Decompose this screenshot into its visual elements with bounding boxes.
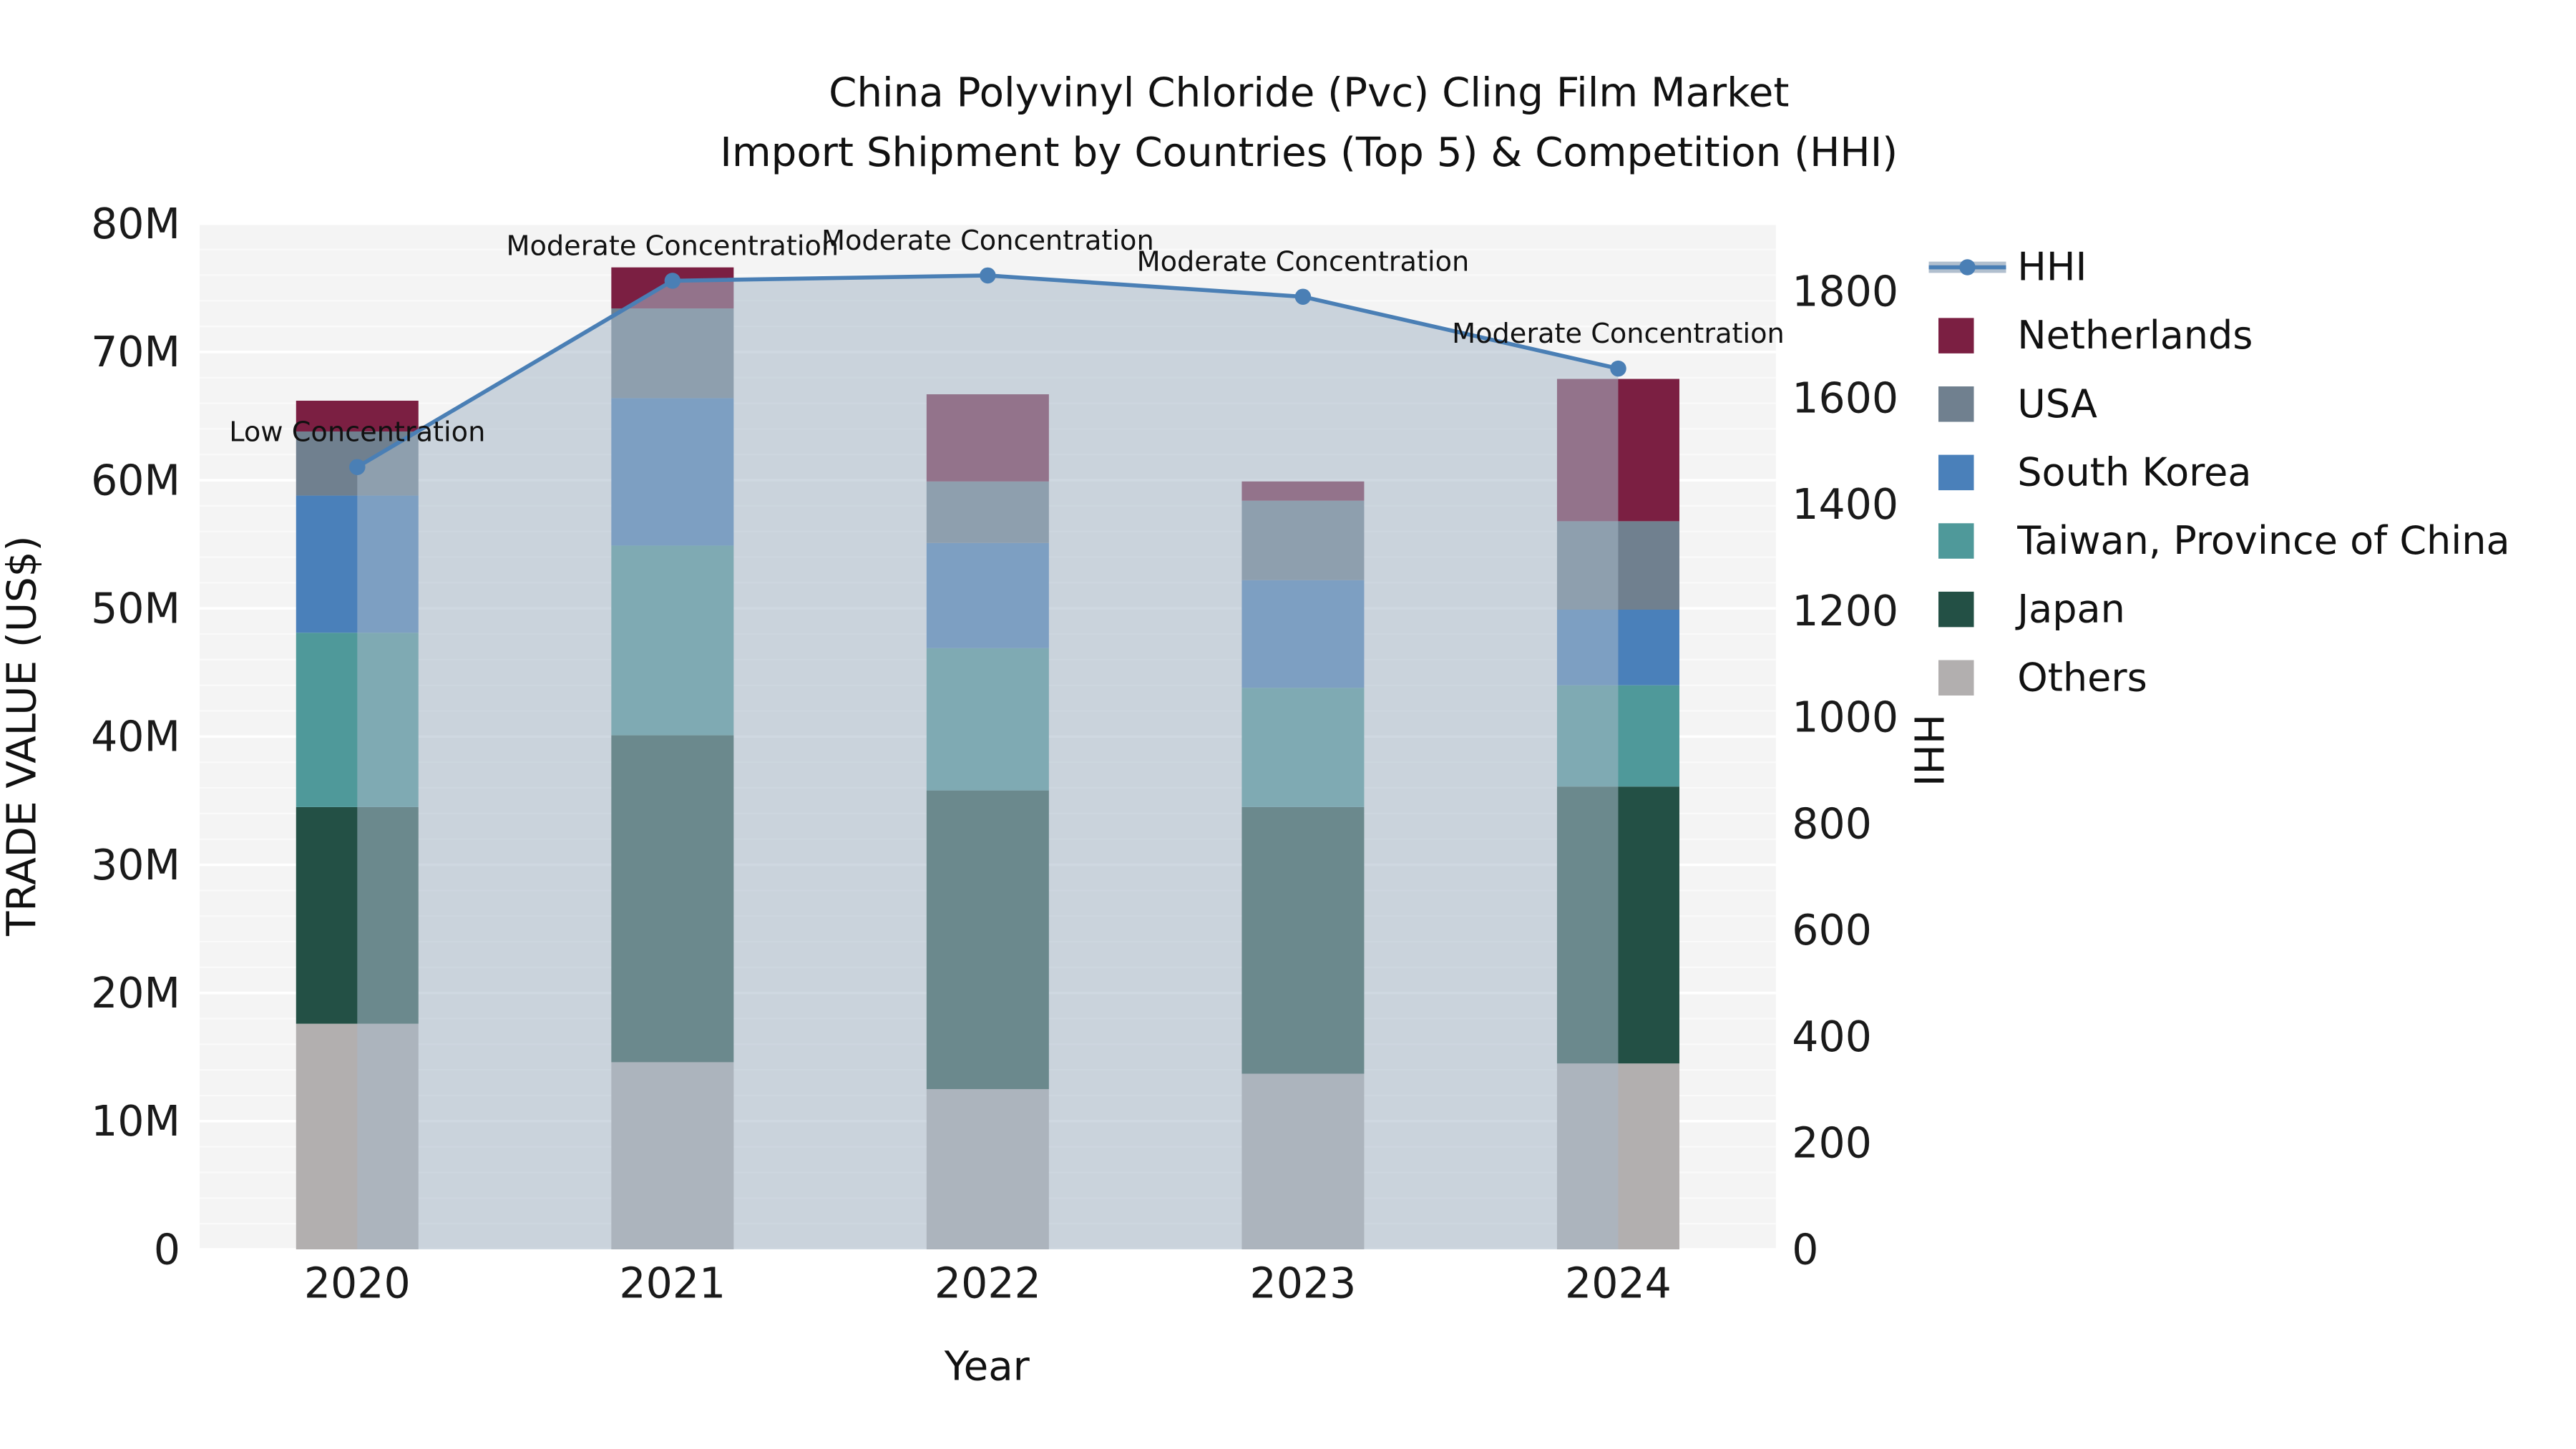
legend: HHI Netherlands USA South Korea Taiwan, Prov… (1928, 245, 2510, 700)
hhi-point-2024[interactable] (1610, 360, 1626, 377)
right-tick-600: 600 (1792, 906, 1872, 955)
legend-label-usa: USA (2017, 381, 2097, 426)
chart-title-line2: Import Shipment by Countries (Top 5) & C… (720, 130, 1898, 176)
legend-swatch-others (1938, 660, 1974, 696)
legend-swatch-japan (1938, 591, 1974, 628)
left-tick-0: 0 (154, 1225, 180, 1274)
right-tick-1800: 1800 (1792, 268, 1898, 316)
hhi-point-2020[interactable] (349, 459, 366, 475)
legend-item-others[interactable]: Others (1938, 655, 2147, 700)
right-tick-1400: 1400 (1792, 480, 1898, 529)
left-tick-10: 10M (91, 1097, 180, 1146)
legend-swatch-usa (1938, 386, 1974, 422)
right-y-axis-title: HHI (1904, 714, 1951, 786)
hhi-point-2021[interactable] (664, 273, 681, 289)
hhi-area (357, 275, 1619, 1249)
annotation-2020: Low Concentration (229, 416, 485, 449)
left-y-axis-title: TRADE VALUE (US$) (0, 536, 46, 937)
x-tick-2022: 2022 (935, 1259, 1041, 1308)
legend-item-netherlands[interactable]: Netherlands (1938, 313, 2253, 358)
hhi-point-2022[interactable] (980, 267, 996, 284)
x-tick-2020: 2020 (304, 1259, 411, 1308)
legend-item-japan[interactable]: Japan (1938, 587, 2125, 632)
hhi-area-fill (357, 275, 1619, 1249)
legend-swatch-netherlands (1938, 318, 1974, 353)
legend-swatch-south-korea (1938, 454, 1974, 491)
legend-item-usa[interactable]: USA (1938, 381, 2097, 426)
right-tick-0: 0 (1792, 1225, 1818, 1274)
legend-hhi-marker (1959, 259, 1976, 275)
left-tick-30: 30M (91, 841, 180, 889)
annotation-2022: Moderate Concentration (821, 225, 1154, 257)
legend-item-hhi[interactable]: HHI (1928, 245, 2087, 290)
annotation-2024: Moderate Concentration (1452, 318, 1785, 350)
legend-item-south-korea[interactable]: South Korea (1938, 449, 2251, 494)
left-tick-40: 40M (91, 713, 180, 761)
annotation-2021: Moderate Concentration (506, 230, 839, 262)
legend-label-hhi: HHI (2017, 245, 2087, 290)
right-tick-400: 400 (1792, 1013, 1872, 1061)
x-tick-2021: 2021 (619, 1259, 726, 1308)
axis-ticks: 0 10M 20M 30M 40M 50M 60M 70M 80M 0 200 400 600 800 10… (91, 200, 1898, 1308)
right-tick-800: 800 (1792, 799, 1872, 848)
hhi-point-2023[interactable] (1294, 288, 1312, 305)
right-tick-1000: 1000 (1792, 693, 1898, 742)
legend-label-others: Others (2017, 655, 2147, 700)
left-tick-20: 20M (91, 969, 180, 1018)
x-tick-2024: 2024 (1565, 1259, 1672, 1308)
x-tick-2023: 2023 (1249, 1259, 1356, 1308)
left-tick-80: 80M (91, 200, 180, 248)
legend-label-south-korea: South Korea (2017, 449, 2251, 494)
left-tick-70: 70M (91, 328, 180, 376)
legend-label-netherlands: Netherlands (2017, 313, 2253, 358)
hhi-line (349, 267, 1626, 475)
left-tick-60: 60M (91, 456, 180, 504)
annotation-2023: Moderate Concentration (1137, 246, 1470, 278)
legend-label-taiwan-province-of-china: Taiwan, Province of China (2016, 518, 2509, 563)
right-tick-200: 200 (1792, 1119, 1872, 1168)
legend-item-taiwan-province-of-china[interactable]: Taiwan, Province of China (1938, 518, 2510, 563)
legend-swatch-taiwan-province-of-china (1938, 523, 1974, 559)
right-tick-1600: 1600 (1792, 374, 1898, 422)
x-axis-title: Year (944, 1343, 1030, 1390)
left-tick-50: 50M (91, 584, 180, 633)
bar-segment-netherlands-2020[interactable] (296, 400, 419, 431)
right-tick-1200: 1200 (1792, 587, 1898, 635)
chart-title-line1: China Polyvinyl Chloride (Pvc) Cling Fil… (829, 70, 1789, 117)
legend-label-japan: Japan (2015, 587, 2125, 632)
